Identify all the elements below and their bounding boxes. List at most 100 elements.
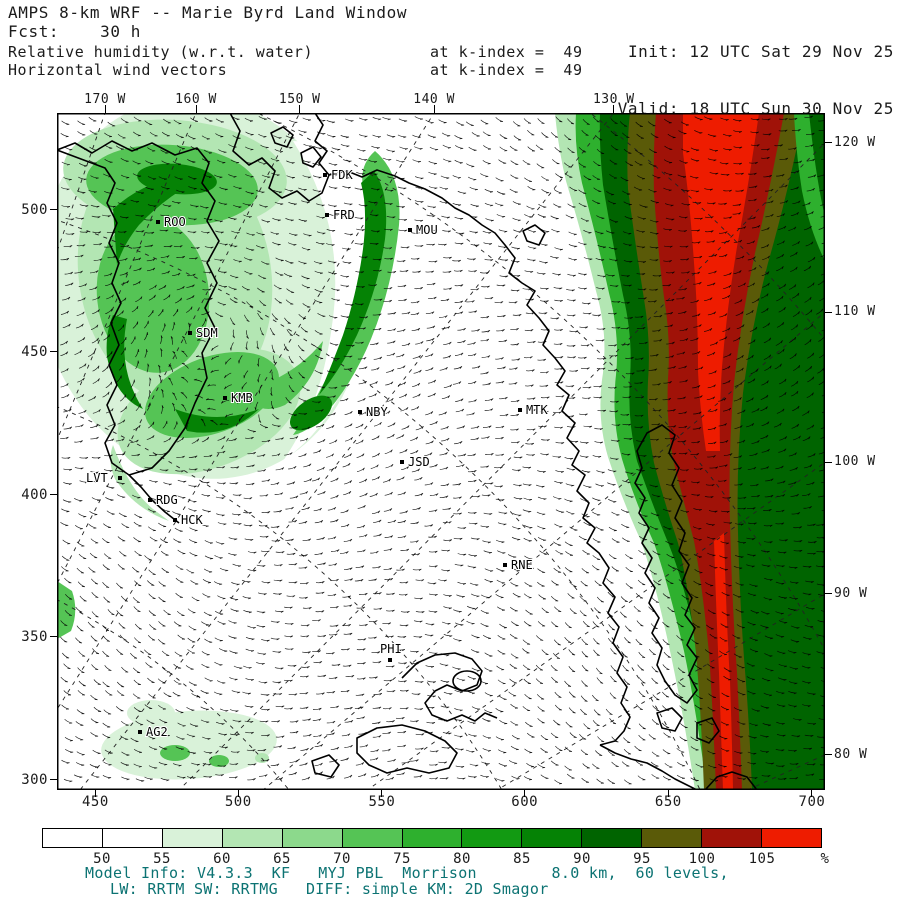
rh-shaded-region bbox=[653, 113, 784, 790]
init-time: Init: 12 UTC Sat 29 Nov 25 bbox=[627, 42, 894, 61]
axis-tick-label-bottom: 500 bbox=[224, 794, 252, 810]
footer-line-1: Model Info: V4.3.3 KF MYJ PBL Morrison 8… bbox=[85, 864, 729, 882]
axis-tick-label-top: 170 W bbox=[84, 92, 126, 107]
station-dot bbox=[223, 396, 227, 400]
station-dot bbox=[388, 658, 392, 662]
axis-tick-top bbox=[433, 105, 435, 113]
rh-shaded-region bbox=[137, 163, 217, 195]
axis-tick-top bbox=[299, 105, 301, 113]
axis-tick-label-left: 400 bbox=[21, 486, 48, 503]
rh-shaded-region bbox=[289, 395, 333, 431]
station-marker: ROO bbox=[156, 214, 187, 230]
axis-tick-left bbox=[50, 636, 57, 638]
rh-shaded-region bbox=[101, 710, 277, 780]
map-plot: FDK ROO FRD MOU SDM KMB NBY MTK JSD LVT RDG HCK RNE P… bbox=[57, 113, 825, 790]
colorbar-cell bbox=[43, 829, 103, 847]
station-marker: KMB bbox=[223, 390, 254, 406]
axis-tick-label-bottom: 700 bbox=[798, 794, 826, 810]
axis-tick-top bbox=[104, 105, 106, 113]
field-2-level: at k-index = 49 bbox=[430, 61, 583, 79]
colorbar-cell bbox=[282, 829, 343, 847]
colorbar-tick-label: 95 bbox=[633, 851, 651, 867]
station-label: SDM bbox=[196, 326, 218, 340]
coastline bbox=[356, 724, 458, 774]
rh-shaded-region bbox=[160, 745, 190, 761]
axis-tick-label-right: 110 W bbox=[834, 304, 876, 320]
colorbar-unit: % bbox=[820, 851, 830, 867]
axis-tick-label-top: 140 W bbox=[413, 92, 455, 107]
coastline bbox=[57, 140, 220, 476]
coastline bbox=[522, 224, 546, 246]
meridian-line bbox=[57, 113, 197, 442]
axis-tick-bottom bbox=[237, 790, 239, 797]
colorbar bbox=[42, 828, 822, 848]
station-label: ROO bbox=[164, 215, 186, 229]
station-dot bbox=[408, 228, 412, 232]
colorbar-cell bbox=[642, 829, 703, 847]
station-label: FDK bbox=[331, 168, 353, 182]
page-title: AMPS 8-km WRF -- Marie Byrd Land Window bbox=[8, 3, 408, 22]
coastline bbox=[229, 113, 330, 202]
coastline bbox=[452, 670, 482, 692]
colorbar-cell bbox=[402, 829, 463, 847]
axis-tick-bottom bbox=[811, 790, 813, 797]
footer-line-2: LW: RRTM SW: RRTMG DIFF: simple KM: 2D S… bbox=[110, 880, 549, 898]
axis-tick-bottom bbox=[524, 790, 526, 797]
wind-vector-field bbox=[60, 115, 825, 785]
colorbar-tick-label: 60 bbox=[213, 851, 231, 867]
axis-tick-right bbox=[825, 311, 832, 313]
colorbar-tick-label: 105 bbox=[748, 851, 776, 867]
colorbar-cell bbox=[102, 829, 163, 847]
coastline bbox=[270, 126, 294, 148]
axis-tick-label-right: 100 W bbox=[834, 454, 876, 470]
coastline bbox=[300, 146, 322, 168]
axis-tick-right bbox=[825, 754, 832, 756]
rh-shaded-region bbox=[209, 755, 229, 767]
station-label: KMB bbox=[231, 391, 253, 405]
station-label: HCK bbox=[181, 513, 203, 527]
station-marker: MTK bbox=[518, 402, 549, 418]
coastline bbox=[696, 717, 720, 744]
rh-shaded-region bbox=[57, 581, 76, 639]
rh-shaded-region bbox=[113, 174, 209, 265]
axis-tick-left bbox=[50, 209, 57, 211]
station-label: LVT bbox=[86, 471, 108, 485]
rh-shaded-region bbox=[110, 445, 169, 521]
station-label: MOU bbox=[416, 223, 438, 237]
station-dot bbox=[138, 730, 142, 734]
axis-tick-label-top: 150 W bbox=[278, 92, 321, 107]
station-dot bbox=[325, 213, 329, 217]
colorbar-cell bbox=[522, 829, 583, 847]
colorbar-tick-label: 90 bbox=[573, 851, 591, 867]
station-marker: LVT bbox=[85, 470, 122, 486]
station-dot bbox=[173, 518, 177, 522]
axis-tick-label-left: 500 bbox=[21, 201, 48, 218]
station-label: RDG bbox=[156, 493, 178, 507]
rh-shaded-region bbox=[106, 315, 143, 409]
axis-tick-label-left: 350 bbox=[21, 628, 48, 645]
axis-tick-label-left: 450 bbox=[21, 343, 48, 360]
coastline bbox=[656, 707, 683, 732]
station-label: FRD bbox=[333, 208, 355, 222]
axis-tick-bottom bbox=[94, 790, 96, 797]
coastline bbox=[599, 744, 698, 790]
colorbar-cell bbox=[702, 829, 763, 847]
field-2-name: Horizontal wind vectors bbox=[8, 61, 228, 79]
colorbar-tick-label: 80 bbox=[453, 851, 471, 867]
station-dot bbox=[148, 498, 152, 502]
station-dot bbox=[323, 173, 327, 177]
axis-tick-left bbox=[50, 351, 57, 353]
axis-tick-left bbox=[50, 494, 57, 496]
axis-tick-label-right: 80 W bbox=[834, 746, 868, 762]
axis-tick-right bbox=[825, 593, 832, 595]
rh-shaded-region bbox=[127, 700, 175, 726]
axis-tick-label-bottom: 550 bbox=[368, 794, 396, 810]
rh-shaded-region bbox=[319, 171, 387, 395]
rh-shaded-region bbox=[683, 113, 759, 451]
colorbar-tick-label: 50 bbox=[93, 851, 111, 867]
axis-tick-top bbox=[195, 105, 197, 113]
axis-tick-left bbox=[50, 779, 57, 781]
